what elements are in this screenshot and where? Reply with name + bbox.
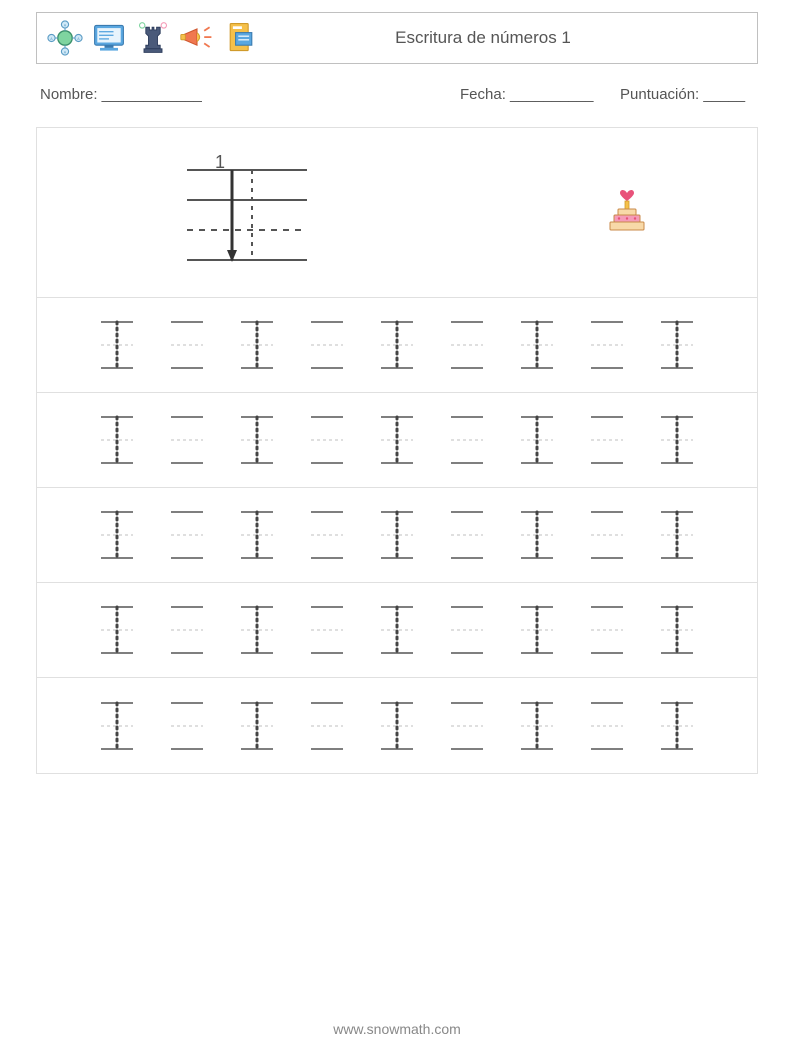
chess-rook-icon (135, 20, 171, 56)
trace-cell (657, 316, 697, 374)
trace-cell (237, 411, 277, 469)
practice-row (37, 393, 757, 488)
blank-cell (307, 697, 347, 755)
blank-cell (447, 411, 487, 469)
trace-cell (377, 601, 417, 659)
fields-row: Nombre: ____________ Fecha: __________ P… (36, 86, 758, 103)
trace-cell (237, 697, 277, 755)
blank-cell (167, 601, 207, 659)
page-title: Escritura de números 1 (259, 28, 747, 48)
date-field-label: Fecha: __________ (460, 86, 620, 103)
footer-url: www.snowmath.com (0, 1021, 794, 1037)
demo-row: 1 (37, 128, 757, 298)
trace-cell (97, 697, 137, 755)
blank-cell (307, 316, 347, 374)
worksheet-page: A A A A (0, 0, 794, 1053)
blank-cell (307, 601, 347, 659)
trace-cell (657, 411, 697, 469)
demo-number-label: 1 (215, 152, 225, 172)
name-field-label: Nombre: ____________ (40, 86, 460, 103)
blank-cell (167, 316, 207, 374)
trace-cell (97, 601, 137, 659)
blank-cell (587, 506, 627, 564)
blank-cell (587, 411, 627, 469)
trace-cell (377, 506, 417, 564)
cake-icon (602, 185, 652, 235)
trace-cell (97, 506, 137, 564)
megaphone-icon (179, 20, 215, 56)
trace-cell (377, 697, 417, 755)
network-icon: A A A A (47, 20, 83, 56)
trace-cell (377, 411, 417, 469)
trace-cell (517, 506, 557, 564)
trace-cell (237, 316, 277, 374)
trace-cell (97, 411, 137, 469)
header-icon-row: A A A A (47, 20, 259, 56)
practice-row (37, 678, 757, 773)
trace-cell (237, 506, 277, 564)
trace-cell (517, 411, 557, 469)
header-box: A A A A (36, 12, 758, 64)
trace-cell (237, 601, 277, 659)
blank-cell (167, 411, 207, 469)
blank-cell (587, 316, 627, 374)
trace-cell (517, 316, 557, 374)
blank-cell (167, 697, 207, 755)
trace-cell (657, 506, 697, 564)
trace-cell (657, 697, 697, 755)
trace-cell (97, 316, 137, 374)
worksheet-grid: 1 (36, 127, 758, 774)
document-icon (223, 20, 259, 56)
blank-cell (587, 601, 627, 659)
blank-cell (587, 697, 627, 755)
blank-cell (447, 601, 487, 659)
monitor-icon (91, 20, 127, 56)
practice-row (37, 583, 757, 678)
blank-cell (307, 411, 347, 469)
blank-cell (447, 316, 487, 374)
blank-cell (447, 697, 487, 755)
score-field-label: Puntuación: _____ (620, 86, 750, 103)
blank-cell (307, 506, 347, 564)
trace-cell (657, 601, 697, 659)
practice-row (37, 298, 757, 393)
blank-cell (447, 506, 487, 564)
blank-cell (167, 506, 207, 564)
cake-illustration (467, 185, 757, 240)
practice-row (37, 488, 757, 583)
trace-cell (377, 316, 417, 374)
number-demo: 1 (167, 150, 467, 275)
trace-cell (517, 697, 557, 755)
trace-cell (517, 601, 557, 659)
